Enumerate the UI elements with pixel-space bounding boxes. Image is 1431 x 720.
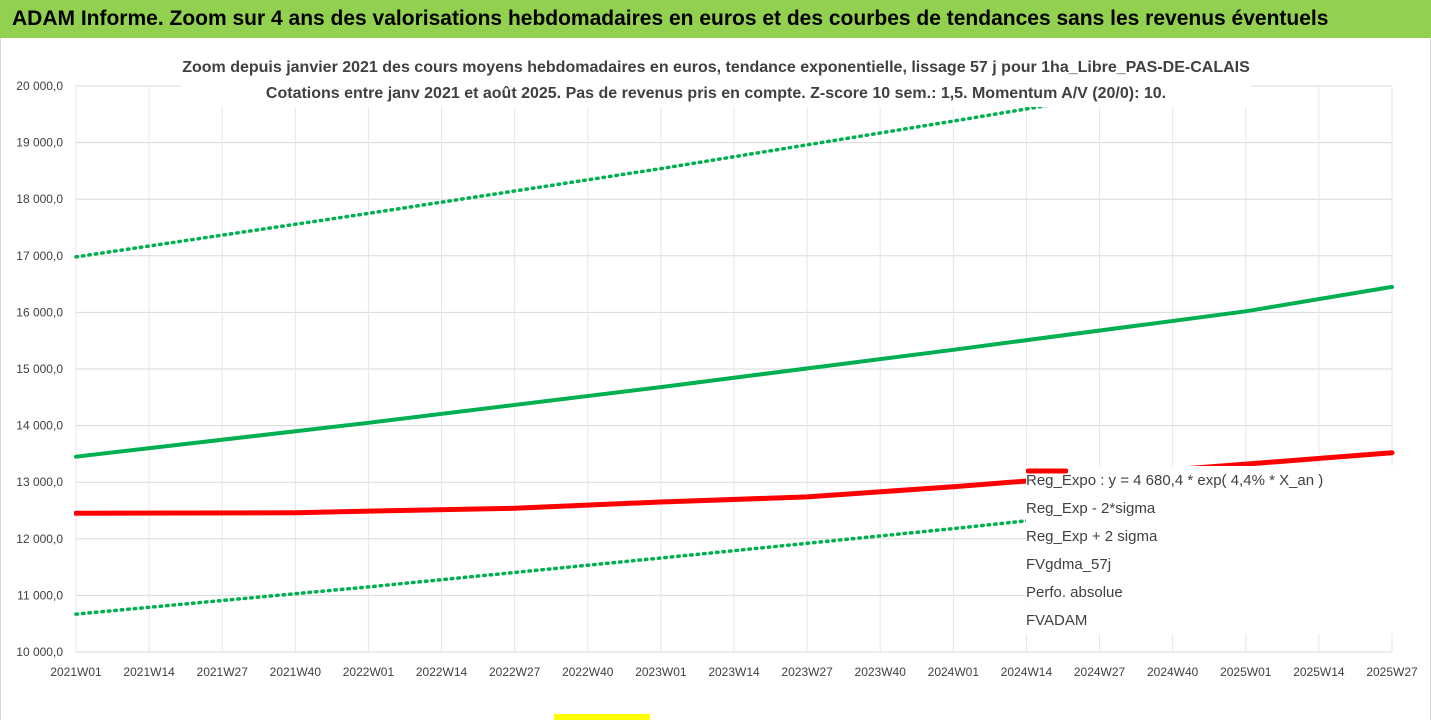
series-line-0 — [74, 284, 1394, 459]
x-tick-label: 2021W14 — [123, 665, 175, 679]
x-tick-label: 2024W40 — [1147, 665, 1199, 679]
chart-title: Zoom depuis janvier 2021 des cours moyen… — [181, 55, 1251, 107]
x-tick-label: 2022W14 — [416, 665, 468, 679]
chart-legend: Reg_Expo : y = 4 680,4 * exp( 4,4% * X_a… — [1026, 466, 1406, 634]
legend-item: Reg_Exp + 2 sigma — [1026, 469, 1406, 550]
legend-label: Reg_Exp + 2 sigma — [1026, 527, 1158, 545]
legend-label: Reg_Exp - 2*sigma — [1026, 499, 1156, 517]
x-tick-label: 2023W01 — [635, 665, 687, 679]
x-tick-label: 2023W14 — [708, 665, 760, 679]
x-tick-label: 2021W27 — [197, 665, 249, 679]
y-tick-label: 14 000,0 — [16, 419, 63, 433]
y-tick-label: 13 000,0 — [16, 475, 63, 489]
legend-label: FVADAM — [1026, 611, 1088, 629]
x-tick-label: 2025W01 — [1220, 665, 1272, 679]
series-line-2 — [74, 78, 1223, 259]
chart-area: 20 000,0 19 000,0 18 000,0 17 000,0 16 000,0… — [0, 38, 1431, 720]
legend-item: FVADAM — [1026, 468, 1406, 634]
x-tick-label: 2023W27 — [781, 665, 833, 679]
report-title: ADAM Informe. Zoom sur 4 ans des valoris… — [0, 0, 1431, 38]
y-tick-label: 11 000,0 — [17, 588, 63, 602]
x-tick-label: 2021W01 — [50, 665, 102, 679]
x-tick-label: 2025W27 — [1366, 665, 1418, 679]
chart-title-line-2: Cotations entre janv 2021 et août 2025. … — [265, 85, 1167, 102]
y-tick-label: 10 000,0 — [16, 645, 63, 659]
x-tick-label: 2021W40 — [270, 665, 322, 679]
legend-label: Perfo. absolue — [1026, 583, 1123, 601]
y-tick-label: 19 000,0 — [16, 136, 63, 150]
series-line-1 — [74, 478, 1394, 616]
legend-item: Reg_Exp - 2*sigma — [1026, 469, 1406, 522]
y-tick-label: 20 000,0 — [16, 79, 63, 93]
legend-item: Perfo. absolue — [1026, 469, 1406, 606]
x-tick-label: 2025W14 — [1293, 665, 1345, 679]
legend-item: FVgdma_57j — [1026, 469, 1406, 578]
legend-item: Reg_Expo : y = 4 680,4 * exp( 4,4% * X_a… — [1026, 466, 1406, 494]
y-tick-label: 15 000,0 — [16, 362, 63, 376]
y-tick-label: 16 000,0 — [16, 305, 63, 319]
legend-label: FVgdma_57j — [1026, 555, 1112, 573]
legend-swatch — [1026, 468, 1068, 474]
legend-label: Reg_Expo : y = 4 680,4 * exp( 4,4% * X_a… — [1026, 471, 1324, 489]
line-chart: 20 000,0 19 000,0 18 000,0 17 000,0 16 000,0… — [16, 78, 1418, 679]
x-tick-label: 2024W01 — [928, 665, 980, 679]
x-tick-label: 2024W27 — [1074, 665, 1126, 679]
x-tick-label: 2022W01 — [343, 665, 395, 679]
y-tick-label: 12 000,0 — [16, 532, 63, 546]
x-tick-label: 2024W14 — [1001, 665, 1053, 679]
y-tick-label: 18 000,0 — [16, 192, 63, 206]
yellow-marker — [554, 714, 650, 720]
x-tick-label: 2022W27 — [489, 665, 541, 679]
x-tick-label: 2023W40 — [855, 665, 907, 679]
chart-title-line-1: Zoom depuis janvier 2021 des cours moyen… — [182, 59, 1250, 76]
y-tick-label: 17 000,0 — [16, 249, 63, 263]
x-tick-label: 2022W40 — [562, 665, 614, 679]
